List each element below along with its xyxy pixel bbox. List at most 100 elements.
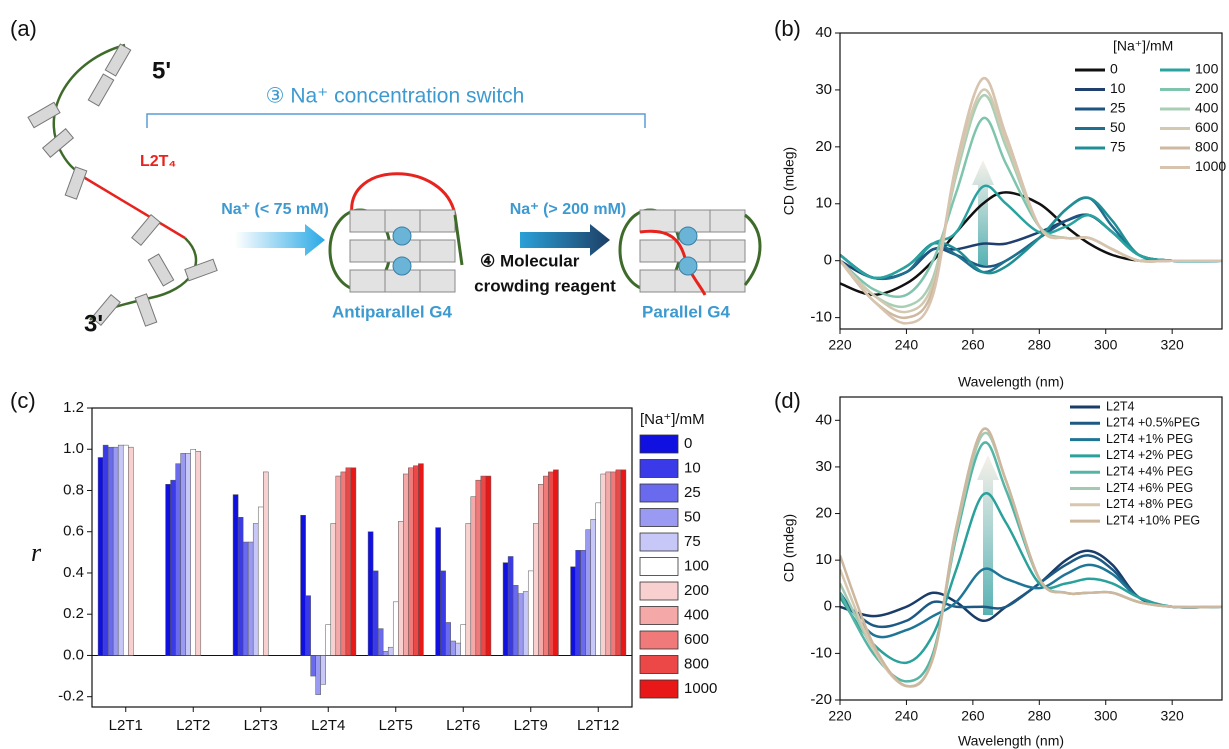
- bar: [330, 523, 337, 656]
- legend-label: L2T4 +6% PEG: [1106, 481, 1193, 495]
- legend-swatch: [639, 630, 679, 650]
- x-tick-label: 240: [895, 337, 919, 353]
- legend-swatch: [639, 459, 679, 478]
- bar: [325, 624, 332, 656]
- x-tick-label: L2T2: [176, 717, 210, 734]
- bar: [117, 444, 124, 656]
- bar: [97, 457, 104, 656]
- line: [840, 88, 1222, 314]
- line: [840, 492, 1222, 665]
- loop-label: L2T₄: [140, 153, 176, 170]
- legend-label: 1000: [684, 680, 717, 697]
- bar: [367, 531, 374, 656]
- y-axis-label: r: [31, 538, 42, 567]
- y-tick-label: 0.0: [63, 646, 84, 663]
- legend-label: L2T4 +0.5%PEG: [1106, 416, 1200, 430]
- legend-label: 400: [1195, 100, 1219, 116]
- bar: [315, 655, 321, 695]
- bar: [590, 519, 596, 656]
- plot-frame: [839, 32, 1223, 330]
- step2-label: Na⁺ (> 200 mM): [510, 201, 626, 218]
- legend-swatch: [639, 655, 679, 674]
- bar: [605, 471, 612, 656]
- x-tick-label: 320: [1160, 708, 1184, 724]
- bar: [165, 484, 171, 656]
- y-tick-label: 0: [824, 598, 832, 615]
- bar: [372, 570, 379, 656]
- bar: [470, 496, 477, 656]
- legend-swatch: [639, 434, 679, 454]
- bar: [480, 475, 487, 656]
- legend-swatch: [639, 508, 679, 527]
- parallel-label: Parallel G4: [642, 302, 730, 321]
- crowding-label: ④ Molecular: [480, 251, 580, 270]
- legend-label: L2T4 +2% PEG: [1106, 448, 1193, 462]
- loop: [84, 176, 186, 240]
- bar: [107, 446, 114, 656]
- bar: [440, 570, 446, 656]
- legend-label: L2T4 +1% PEG: [1106, 432, 1193, 446]
- bar: [257, 506, 264, 656]
- bar: [345, 467, 352, 656]
- bar: [350, 467, 357, 656]
- legend-swatch: [639, 557, 679, 576]
- bar: [102, 444, 109, 656]
- bar: [185, 453, 191, 656]
- legend-swatch: [639, 532, 679, 552]
- legend-label: 100: [684, 557, 709, 574]
- bar: [527, 570, 534, 656]
- bar: [128, 446, 134, 656]
- bar: [377, 628, 384, 656]
- legend-label: L2T4 +4% PEG: [1106, 464, 1193, 478]
- x-tick-label: 300: [1094, 337, 1118, 353]
- bar: [465, 523, 472, 656]
- bar: [418, 463, 424, 656]
- legend-swatch: [639, 581, 679, 601]
- bar: [408, 467, 414, 656]
- legend-label: 25: [684, 484, 701, 501]
- bar: [320, 655, 326, 685]
- line: [840, 77, 1222, 320]
- bar: [237, 517, 244, 656]
- y-tick-label: 30: [815, 458, 832, 475]
- arrow: [520, 224, 610, 256]
- bar: [175, 463, 181, 656]
- bar: [310, 655, 316, 677]
- bar: [445, 622, 451, 656]
- bar: [403, 473, 409, 656]
- legend-swatch: [639, 679, 679, 699]
- x-tick-label: L2T4: [311, 717, 345, 734]
- bar: [242, 541, 249, 656]
- bar: [517, 593, 524, 656]
- x-tick-label: L2T9: [514, 717, 548, 734]
- legend-label: 75: [1110, 139, 1126, 155]
- crowding-label: crowding reagent: [474, 276, 616, 295]
- bar: [335, 475, 342, 656]
- y-tick-label: -0.2: [58, 688, 84, 705]
- bar: [398, 521, 404, 656]
- legend-label: 10: [1110, 80, 1126, 96]
- antiparallel-g4: [328, 172, 464, 293]
- bar: [180, 453, 186, 656]
- x-tick-label: L2T6: [446, 717, 480, 734]
- legend-label: 50: [1110, 119, 1126, 135]
- y-tick-label: 40: [815, 411, 832, 428]
- bar: [543, 475, 549, 656]
- line: [840, 184, 1222, 280]
- legend-label: 200: [684, 582, 709, 599]
- y-tick-label: 10: [815, 551, 832, 568]
- bar: [502, 562, 509, 656]
- x-tick-label: L2T3: [244, 717, 278, 734]
- bar: [382, 651, 389, 656]
- x-tick-label: 280: [1028, 337, 1052, 353]
- legend-label: 75: [684, 533, 701, 550]
- x-tick-label: 300: [1094, 708, 1118, 724]
- legend-label: 400: [684, 606, 709, 623]
- y-tick-label: 0.2: [63, 605, 84, 622]
- x-tick-label: 320: [1160, 337, 1184, 353]
- parallel-g4: [618, 208, 762, 296]
- x-tick-label: L2T1: [109, 717, 143, 734]
- bar: [232, 494, 239, 656]
- x-tick-label: L2T12: [577, 717, 620, 734]
